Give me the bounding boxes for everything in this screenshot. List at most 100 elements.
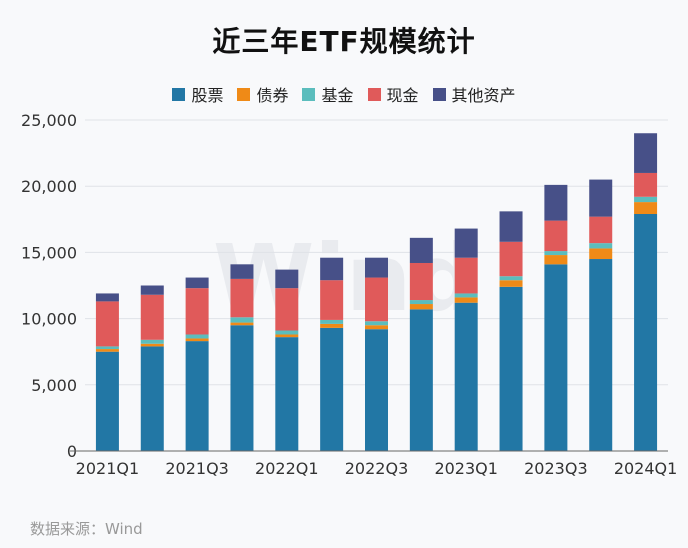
bar-segment: [185, 277, 209, 289]
y-tick-label: 15,000: [21, 243, 77, 262]
bar-segment: [544, 220, 568, 252]
bar-segment: [589, 259, 613, 451]
bar-segment: [454, 228, 478, 258]
legend-item-fund[interactable]: 基金: [302, 82, 354, 106]
legend-label-fund: 基金: [321, 86, 354, 105]
x-tick-label: 2023Q3: [524, 459, 588, 478]
bar-segment: [499, 241, 523, 277]
legend-item-stock[interactable]: 股票: [172, 82, 223, 106]
legend-item-other[interactable]: 其他资产: [432, 82, 516, 106]
bar-segment: [230, 278, 254, 318]
bar-segment: [230, 325, 254, 451]
bar-segment: [409, 300, 433, 305]
legend-swatch-other: [432, 87, 446, 101]
y-tick-label: 20,000: [21, 177, 77, 196]
legend-item-bond[interactable]: 债券: [237, 82, 288, 106]
bar-segment: [499, 280, 523, 287]
bar-segment: [499, 286, 523, 451]
legend-label-cash: 现金: [386, 86, 419, 105]
bar-segment: [140, 285, 164, 295]
bar-segment: [544, 255, 568, 265]
bar-segment: [140, 339, 164, 344]
bar-segment: [320, 319, 344, 324]
bar-segment: [95, 351, 119, 451]
bar-segment: [544, 264, 568, 451]
bar-segment: [589, 216, 613, 244]
bar-segment: [275, 334, 299, 338]
legend-label-stock: 股票: [191, 86, 224, 105]
legend-swatch-stock: [172, 87, 186, 101]
x-axis: 2021Q1 2021Q3 2022Q1 2022Q3 2023Q1 2023Q3 2024…: [70, 450, 678, 478]
bar-segment: [589, 179, 613, 217]
bar-segment: [275, 337, 299, 451]
bar-segment: [409, 304, 433, 310]
chart-title: 近三年ETF规模统计: [212, 25, 476, 58]
bar-segment: [140, 294, 164, 340]
bar-segment: [95, 293, 119, 302]
bar-segment: [409, 262, 433, 301]
legend-item-cash[interactable]: 现金: [367, 82, 419, 106]
bar-segment: [544, 184, 568, 221]
bar-segment: [454, 293, 478, 298]
bar-segment: [589, 248, 613, 260]
legend: 股票 债券 基金 现金 其他资产: [0, 82, 688, 106]
bar-segment: [634, 214, 658, 451]
bar-segment: [320, 280, 344, 320]
y-tick-label: 5,000: [31, 376, 77, 395]
bar-segment: [544, 251, 568, 256]
bar-segment: [634, 196, 658, 203]
bar-segment: [409, 309, 433, 451]
legend-swatch-bond: [237, 87, 251, 101]
bar-segment: [589, 243, 613, 249]
bar-segment: [365, 277, 388, 322]
bar-segment: [320, 323, 344, 328]
legend-swatch-cash: [367, 87, 381, 101]
bar-segment: [185, 341, 209, 451]
bar-segment: [140, 346, 164, 451]
legend-label-other: 其他资产: [451, 86, 516, 105]
bar-segment: [454, 297, 478, 303]
bar-segment: [365, 257, 388, 278]
bar-segment: [230, 264, 254, 279]
bar-segment: [365, 321, 388, 326]
bar-segment: [365, 325, 388, 330]
bar-segment: [499, 276, 523, 281]
bar-segment: [95, 301, 119, 347]
bar-segment: [634, 202, 658, 215]
bar-segment: [275, 330, 299, 335]
bar-segment: [140, 343, 164, 347]
x-tick-label: 2022Q3: [345, 459, 409, 478]
legend-swatch-fund: [302, 87, 316, 101]
watermark: Wind: [213, 225, 477, 332]
bars: [95, 133, 658, 451]
bar-segment: [95, 346, 119, 350]
bar-segment: [320, 257, 344, 281]
bar-segment: [320, 327, 344, 451]
bar-segment: [185, 334, 209, 339]
x-tick-label: 2022Q1: [255, 459, 319, 478]
bar-segment: [275, 288, 299, 331]
bar-segment: [95, 349, 119, 352]
bar-segment: [185, 288, 209, 335]
bar-segment: [634, 172, 658, 197]
bar-segment: [230, 317, 254, 323]
x-tick-label: 2024Q1: [614, 459, 678, 478]
bar-segment: [454, 302, 478, 451]
x-tick-label: 2021Q1: [76, 459, 140, 478]
bar-segment: [185, 338, 209, 342]
y-tick-label: 10,000: [21, 310, 77, 329]
bar-segment: [499, 211, 523, 242]
bar-segment: [454, 257, 478, 294]
bar-segment: [230, 322, 254, 326]
bar-segment: [365, 329, 388, 451]
x-tick-label: 2021Q3: [165, 459, 229, 478]
bar-segment: [634, 133, 658, 173]
x-tick-label: 2023Q1: [434, 459, 498, 478]
source-note: 数据来源：Wind: [30, 520, 143, 538]
y-tick-label: 25,000: [21, 111, 77, 130]
legend-label-bond: 债券: [256, 86, 289, 105]
bar-segment: [275, 269, 299, 289]
bar-segment: [409, 237, 433, 263]
